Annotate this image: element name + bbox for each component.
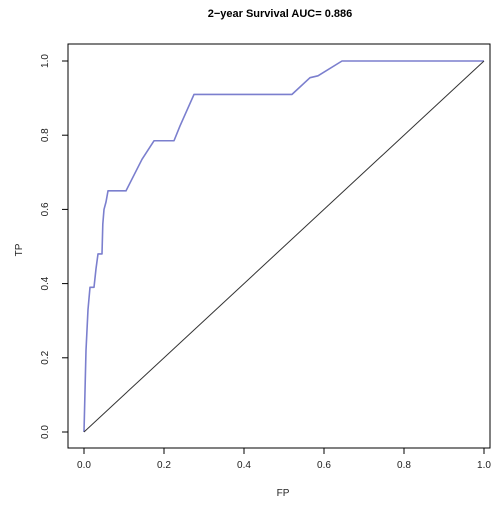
y-axis-label: TP — [14, 243, 25, 256]
series-layer — [83, 60, 485, 433]
roc-curve-line — [83, 60, 484, 433]
x-tick-label: 1.0 — [477, 460, 491, 471]
plot-frame — [67, 43, 491, 449]
x-axis: 0.0 0.2 0.4 0.6 0.8 1.0 — [77, 448, 491, 471]
x-tick-label: 0.4 — [237, 460, 251, 471]
y-tick-label: 0.0 — [40, 425, 51, 439]
y-tick-label: 0.6 — [40, 202, 51, 216]
reference-diagonal-line — [83, 60, 485, 433]
y-tick-label: 0.2 — [40, 350, 51, 364]
x-tick-label: 0.6 — [317, 460, 331, 471]
y-tick-label: 0.4 — [40, 276, 51, 290]
x-tick-label: 0.0 — [77, 460, 91, 471]
y-tick-label: 0.8 — [40, 128, 51, 142]
chart-title: 2−year Survival AUC= 0.886 — [208, 8, 353, 20]
x-tick-label: 0.8 — [397, 460, 411, 471]
y-tick-label: 1.0 — [40, 54, 51, 68]
x-axis-label: FP — [277, 488, 290, 499]
y-axis: 0.0 0.2 0.4 0.6 0.8 1.0 — [40, 54, 68, 439]
x-tick-label: 0.2 — [157, 460, 171, 471]
